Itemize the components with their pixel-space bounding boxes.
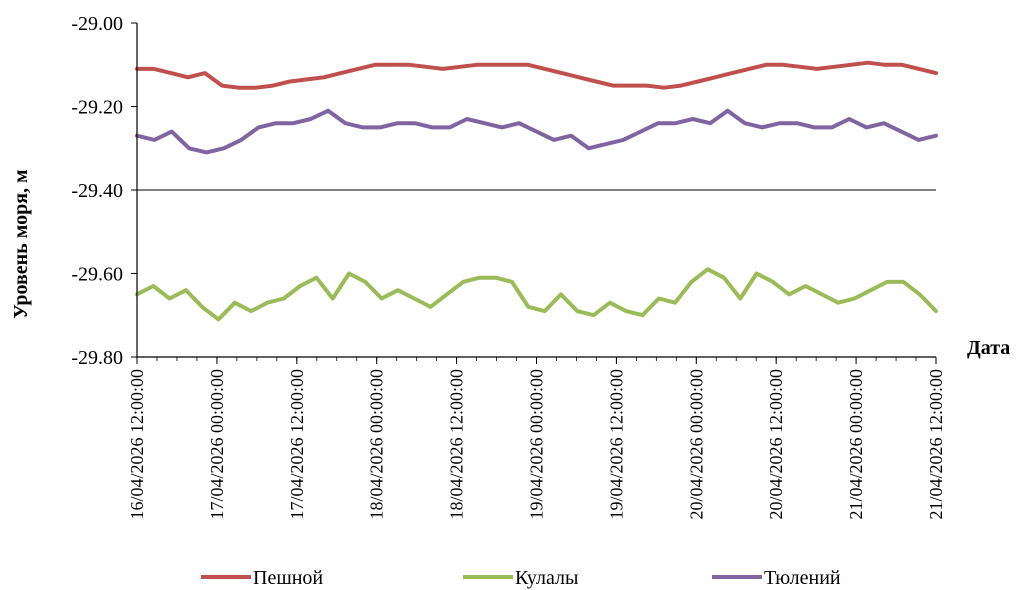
y-tick-label: -29.60	[71, 264, 123, 286]
legend-label-3: Тюлений	[764, 567, 841, 589]
x-tick-label: 18/04/2026 00:00:00	[367, 369, 387, 520]
x-tick-label: 16/04/2026 12:00:00	[127, 369, 147, 520]
x-axis-title: Дата	[967, 337, 1010, 359]
x-tick-label: 17/04/2026 12:00:00	[287, 369, 307, 520]
legend: Пешной Кулалы Тюлений	[201, 567, 841, 589]
x-tick-label: 18/04/2026 12:00:00	[447, 369, 467, 520]
y-tick-labels: -29.00 -29.20 -29.40 -29.60 -29.80	[71, 13, 123, 369]
series-layer	[135, 60, 938, 322]
series-line-3	[135, 108, 938, 155]
x-tick-label: 21/04/2026 00:00:00	[846, 369, 866, 520]
axes-layer	[131, 22, 937, 364]
x-tick-label: 19/04/2026 12:00:00	[606, 369, 626, 520]
y-tick-label: -29.80	[71, 347, 123, 369]
legend-label-2: Кулалы	[515, 567, 578, 589]
series-line-2	[135, 267, 938, 322]
x-tick-label: 19/04/2026 00:00:00	[527, 369, 547, 520]
x-tick-label: 20/04/2026 12:00:00	[766, 369, 786, 520]
x-tick-label: 17/04/2026 00:00:00	[207, 369, 227, 520]
x-tick-label: 20/04/2026 00:00:00	[686, 369, 706, 520]
series-line-1	[135, 60, 938, 90]
x-tick-labels: 16/04/2026 12:00:00 17/04/2026 00:00:00 17…	[127, 369, 946, 520]
y-tick-label: -29.00	[71, 13, 123, 35]
y-tick-label: -29.40	[71, 180, 123, 202]
x-tick-label: 21/04/2026 12:00:00	[926, 369, 946, 520]
y-tick-label: -29.20	[71, 97, 123, 119]
legend-label-1: Пешной	[253, 567, 323, 589]
y-axis-title: Уровень моря, м	[10, 169, 32, 318]
